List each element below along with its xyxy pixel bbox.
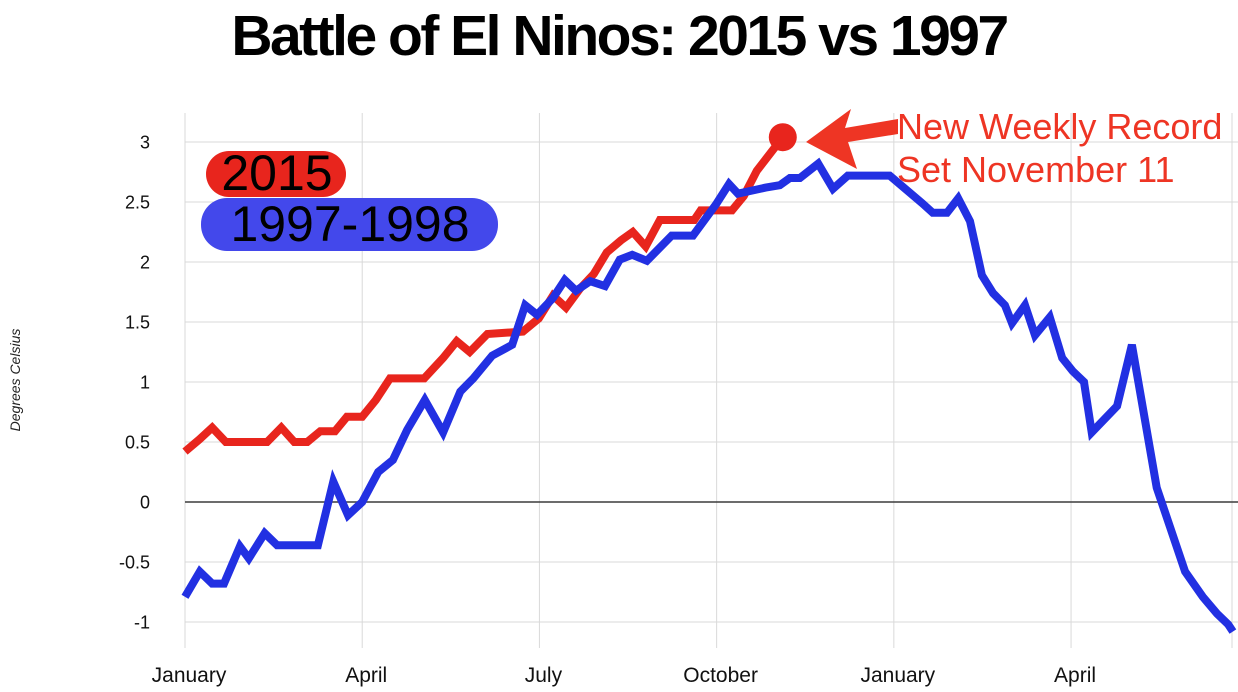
series-line-1997-1998	[181, 157, 1237, 634]
record-dot	[768, 123, 797, 152]
y-tick-label-3: 3	[140, 133, 150, 153]
x-tick-label-4: January	[860, 664, 935, 687]
y-tick-label-1: 1	[140, 373, 150, 393]
record-annotation: New Weekly Record Set November 11	[806, 106, 1222, 190]
y-tick-label-2: 2	[140, 253, 150, 273]
legend-swatch-2015	[206, 151, 346, 197]
y-tick-label--0.5: -0.5	[119, 553, 150, 573]
legend-swatch-1997-1998	[201, 198, 498, 251]
x-tick-label-2: July	[525, 664, 563, 687]
x-tick-label-3: October	[683, 664, 758, 687]
annotation-arrow-icon	[806, 109, 898, 169]
y-tick-label-2.5: 2.5	[125, 193, 150, 213]
series-line-2015	[182, 134, 786, 455]
y-tick-label--1: -1	[134, 613, 150, 633]
x-tick-label-5: April	[1054, 664, 1096, 687]
y-tick-label-0.5: 0.5	[125, 433, 150, 453]
annotation-line-2: Set November 11	[897, 149, 1174, 190]
legend-label-2015: 2015	[221, 145, 332, 201]
y-axis-title: Degrees Celsius	[7, 329, 23, 432]
legend-label-1997-1998: 1997-1998	[230, 196, 469, 252]
page-title: Battle of El Ninos: 2015 vs 1997	[231, 4, 1009, 68]
chart-generated-layer: 3 2.5 2 1.5 1 0.5 0 -0.5 -1 January April July Octob…	[119, 113, 1238, 687]
x-tick-label-1: April	[345, 664, 387, 687]
x-tick-label-0: January	[152, 664, 227, 687]
annotation-line-1: New Weekly Record	[897, 106, 1222, 147]
legend: 2015 1997-1998	[201, 145, 498, 252]
y-tick-label-1.5: 1.5	[125, 313, 150, 333]
y-tick-label-0: 0	[140, 493, 150, 513]
